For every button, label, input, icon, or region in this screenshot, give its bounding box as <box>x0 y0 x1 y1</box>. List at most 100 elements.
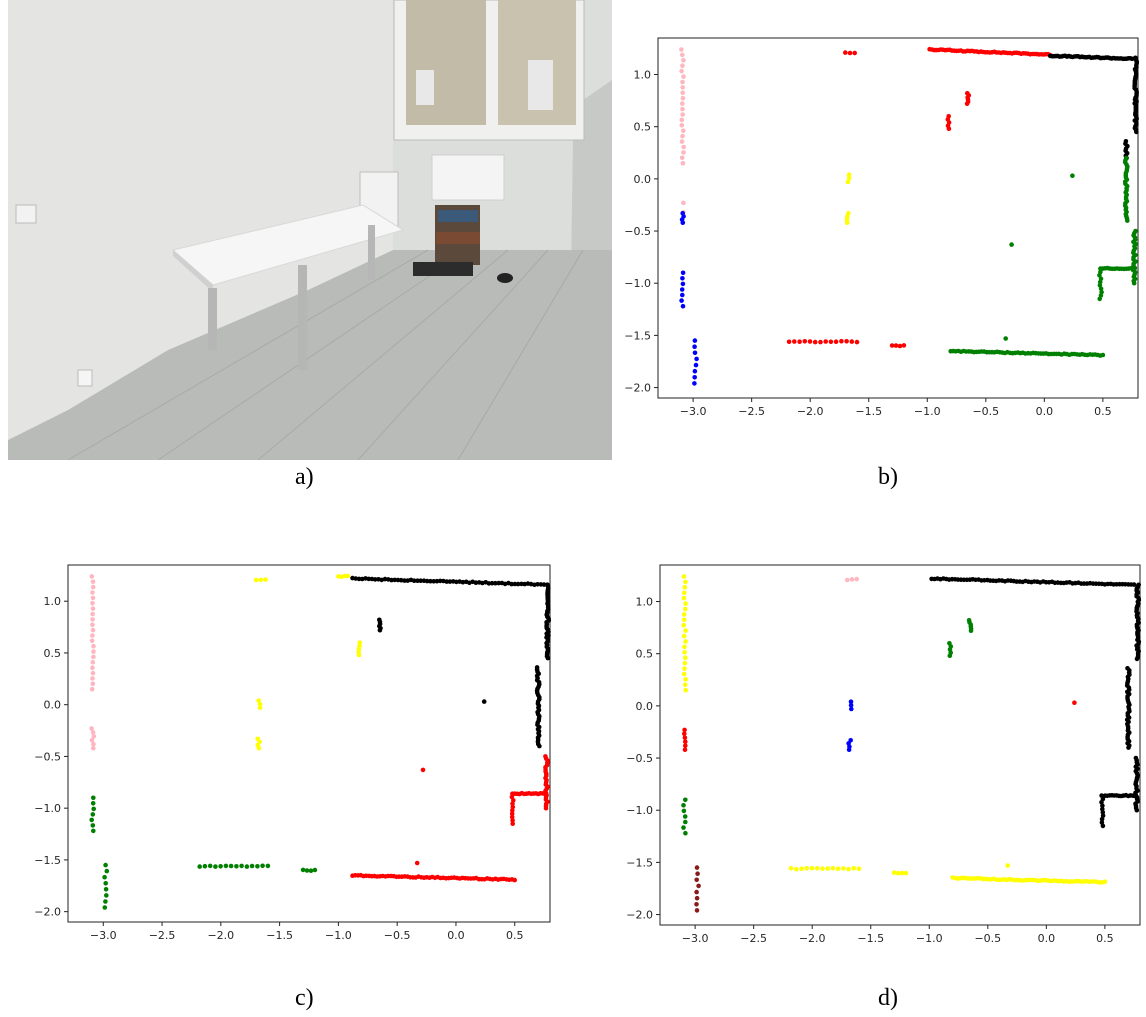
scatter-point <box>510 818 515 823</box>
scatter-point <box>794 866 799 872</box>
y-tick-label: −0.5 <box>626 752 653 765</box>
scatter-point <box>681 128 686 133</box>
caption-b: b) <box>878 464 898 490</box>
scatter-point <box>256 698 262 703</box>
scatter-point <box>437 578 443 584</box>
x-tick-label: −3.0 <box>680 405 707 418</box>
x-tick-label: −1.5 <box>855 405 882 418</box>
scatter-point <box>849 706 854 712</box>
scatter-point <box>683 743 688 748</box>
x-tick-label: −1.0 <box>325 929 352 942</box>
scatter-point <box>683 579 688 585</box>
scatter-point <box>1123 155 1129 161</box>
scatter-point <box>680 90 685 96</box>
scatter-point <box>89 574 95 579</box>
scatter-point <box>90 660 96 665</box>
scatter-point <box>683 677 688 682</box>
scatter-point <box>682 682 688 688</box>
x-tick-label: 0.0 <box>1036 405 1054 418</box>
scatter-point <box>244 864 250 869</box>
scatter-point <box>512 877 517 883</box>
scatter-point <box>845 179 851 185</box>
scatter-point <box>89 638 95 644</box>
scatter-point <box>89 738 95 743</box>
scatter-point <box>818 339 823 345</box>
scatter-point <box>681 74 686 79</box>
scatter-point <box>90 579 96 585</box>
scatter-point <box>680 101 685 106</box>
scatter-point <box>91 741 96 747</box>
scatter-point <box>692 368 698 374</box>
scatter-point <box>693 362 699 368</box>
scatter-point <box>89 686 95 692</box>
scatter-point <box>681 150 686 155</box>
scatter-point <box>90 670 96 676</box>
scatter-point <box>848 699 854 704</box>
x-tick-label: −0.5 <box>974 932 1001 945</box>
scatter-point <box>897 343 903 349</box>
scatter-point <box>683 601 688 606</box>
scatter-point <box>679 139 685 144</box>
scatter-point <box>90 812 96 817</box>
y-tick-label: −0.5 <box>34 750 61 763</box>
plot-frame <box>67 564 551 923</box>
x-tick-label: −3.0 <box>90 929 117 942</box>
scatter-point <box>377 617 382 623</box>
scatter-point <box>692 338 698 343</box>
scatter-point <box>489 580 495 586</box>
scatter-point <box>91 745 96 751</box>
scatter-point <box>683 797 688 803</box>
scatter-point <box>846 211 851 216</box>
scatter-point <box>402 578 407 583</box>
scatter-point <box>234 864 239 869</box>
scatter-point <box>357 640 363 645</box>
scatter-point <box>679 155 685 161</box>
scatter-point <box>1100 352 1106 358</box>
scatter-point <box>509 814 515 820</box>
scatter-point <box>103 899 108 904</box>
scatter-point <box>481 699 487 704</box>
x-tick-label: −1.5 <box>266 929 293 942</box>
scatter-point <box>681 617 687 623</box>
scatter-point <box>680 160 686 166</box>
scatter-point <box>1133 755 1139 761</box>
scatter-point <box>683 687 688 693</box>
scatter-point <box>265 863 271 869</box>
scatter-point <box>102 905 108 910</box>
scatter-point <box>680 276 685 281</box>
scatter-point <box>799 866 804 871</box>
plot-frame <box>659 564 1141 926</box>
scatter-point <box>91 654 96 660</box>
y-tick-label: −2.0 <box>34 906 61 919</box>
y-tick-label: 1.0 <box>636 596 654 609</box>
caption-d: d) <box>878 985 898 1011</box>
y-tick-label: 0.0 <box>636 700 654 713</box>
scatter-point <box>683 739 688 745</box>
scatter-point <box>851 866 857 871</box>
scatter-point <box>366 576 372 582</box>
scatter-point <box>893 343 899 348</box>
scatter-point <box>253 577 259 583</box>
scatter-point <box>899 870 905 876</box>
scatter-point <box>680 63 685 68</box>
scatter-point <box>356 576 362 582</box>
scatter-point <box>854 576 859 582</box>
scatter-point <box>812 339 818 345</box>
scatter-point <box>681 144 686 150</box>
plot-frame <box>657 37 1139 399</box>
scatter-point <box>420 767 426 773</box>
scatter-point <box>680 281 686 287</box>
scatter-point <box>91 828 96 834</box>
x-tick-label: 0.0 <box>447 929 465 942</box>
scatter-point <box>1005 863 1010 868</box>
x-tick-label: 0.5 <box>1096 932 1114 945</box>
scatter-point <box>809 865 815 871</box>
scatter-point <box>496 580 502 586</box>
scatter-point <box>828 339 834 345</box>
scatter-point <box>681 200 686 206</box>
scatter-point <box>509 581 514 587</box>
scatter-point <box>895 870 901 876</box>
scatter-point <box>444 579 450 584</box>
scatter-point <box>946 114 951 119</box>
scatter-point <box>682 747 688 752</box>
